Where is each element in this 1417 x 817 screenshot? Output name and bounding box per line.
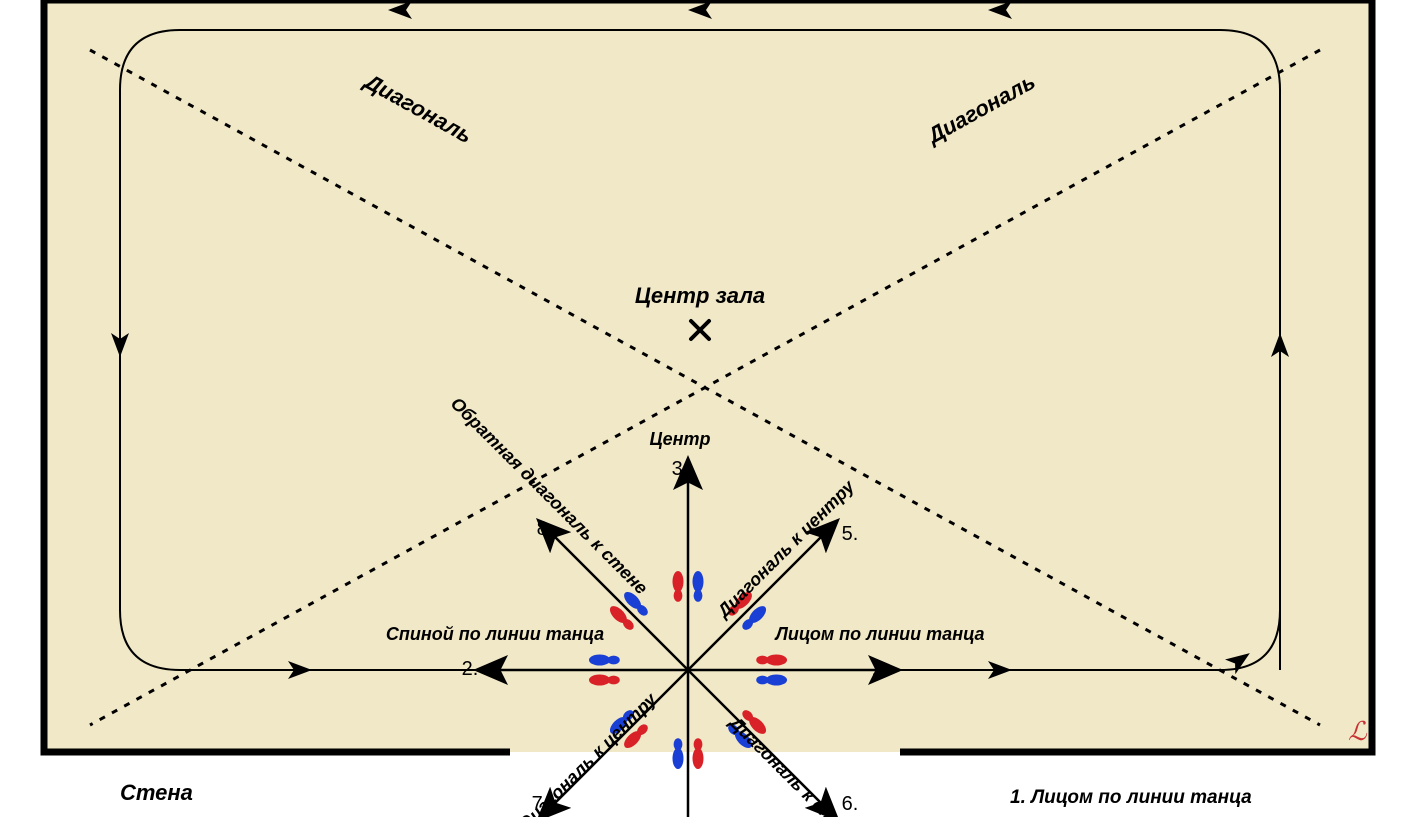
compass-number-1: 1. — [872, 658, 889, 680]
compass-number-6: 6. — [842, 793, 859, 815]
corner-mark-icon: ℒ — [1348, 716, 1368, 746]
label-legend_1: 1. Лицом по линии танца — [1010, 787, 1252, 808]
compass-number-5: 5. — [842, 523, 859, 545]
dance-floor-diagram: ℒЦентр залаДиагональДиагональСтена1. Лиц… — [0, 0, 1417, 817]
floor-area — [44, 0, 1372, 752]
compass-label-2: Спиной по линии танца — [386, 624, 604, 644]
compass-number-8: 8. — [537, 518, 554, 540]
compass-number-3: 3. — [672, 458, 689, 480]
compass-number-2: 2. — [462, 658, 479, 680]
label-wall: Стена — [120, 780, 193, 805]
compass-label-3: Центр — [649, 429, 710, 449]
compass-label-1: Лицом по линии танца — [774, 624, 985, 644]
label-center_hall: Центр зала — [635, 283, 765, 308]
